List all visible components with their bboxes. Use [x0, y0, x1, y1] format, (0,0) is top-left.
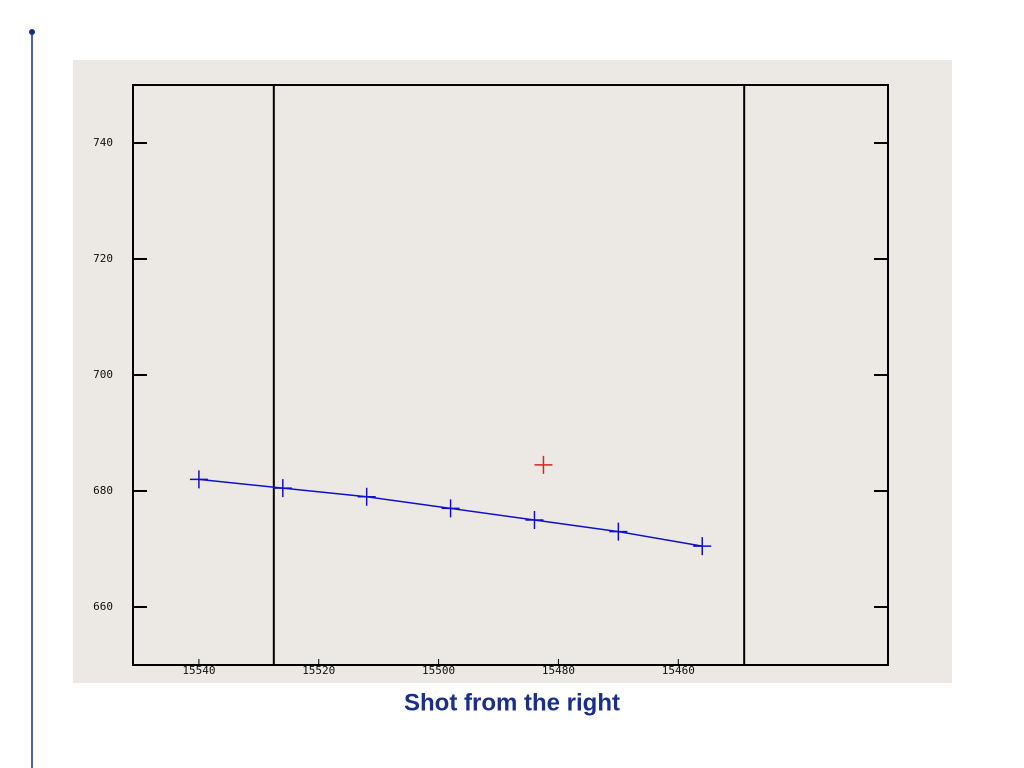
y-tick-label: 700	[93, 368, 113, 381]
y-tick-label: 740	[93, 136, 113, 149]
plot: 660 680 700 720 740 15540 15520 15500 15480 15460	[93, 84, 889, 677]
y-tick-label: 660	[93, 600, 113, 613]
y-tick-label: 680	[93, 484, 113, 497]
point-marker	[609, 522, 628, 541]
point-marker	[534, 455, 553, 474]
point-marker	[189, 470, 208, 489]
point-marker	[273, 479, 292, 498]
x-tick-label: 15460	[662, 664, 695, 677]
point-marker	[525, 511, 544, 529]
x-tick-label: 15480	[542, 664, 575, 677]
plot-background	[73, 60, 952, 683]
x-tick-label: 15500	[422, 664, 455, 677]
x-tick-label: 15540	[182, 664, 215, 677]
point-marker	[441, 499, 460, 518]
point-marker	[693, 537, 712, 556]
slide-bullet	[29, 29, 35, 35]
x-tick-label: 15520	[302, 664, 335, 677]
y-tick-label: 720	[93, 252, 113, 265]
caption: Shot from the right	[404, 689, 620, 716]
point-marker	[357, 487, 376, 506]
axes-frame	[132, 84, 889, 666]
